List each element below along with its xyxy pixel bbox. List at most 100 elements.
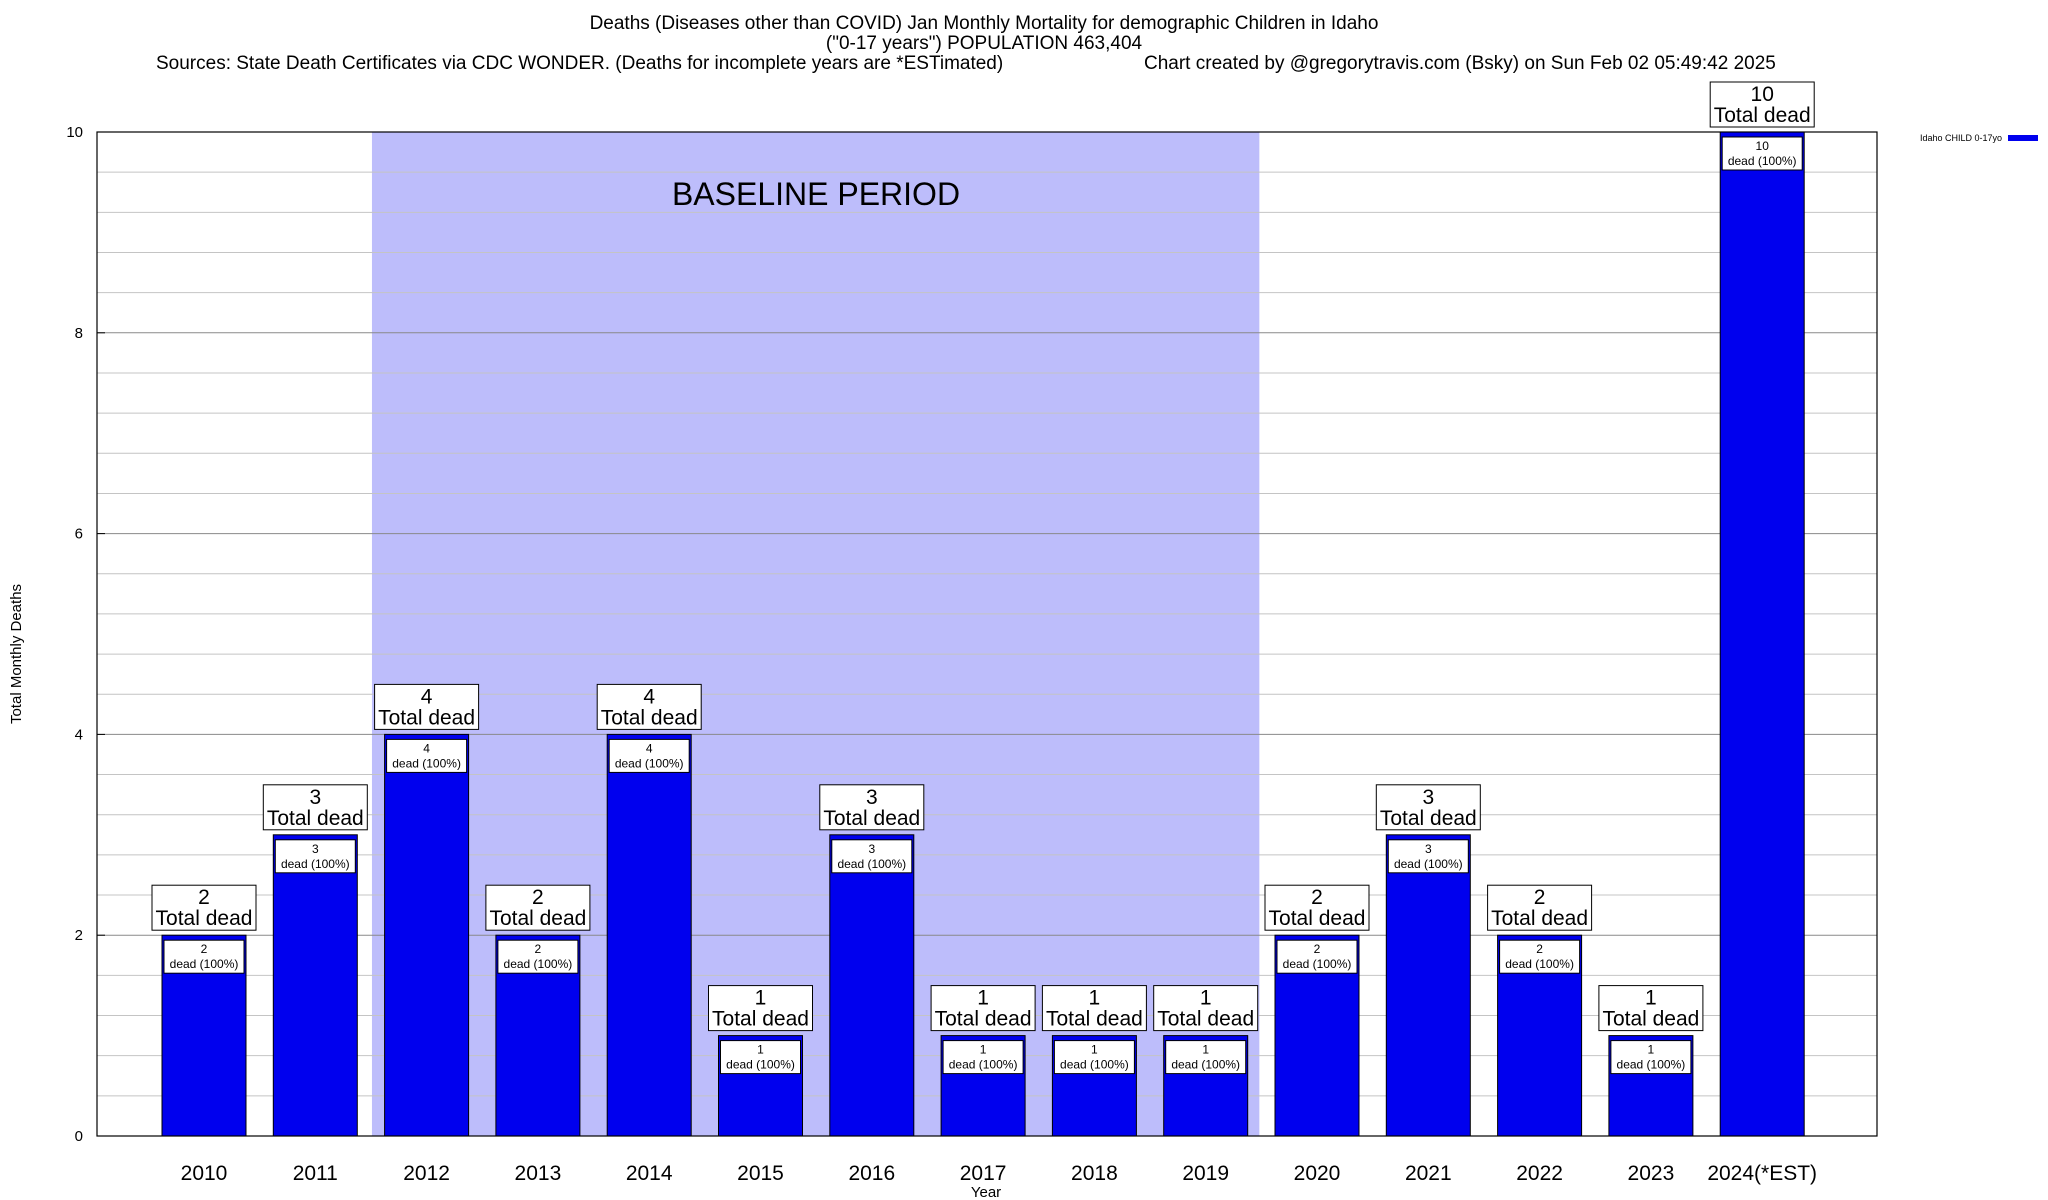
chart-credit: Chart created by @gregorytravis.com (Bsk…	[1144, 53, 1776, 74]
y-tick-label: 4	[75, 726, 83, 743]
bar-inner-value: 3	[868, 842, 875, 856]
bar-inner-value: 3	[1425, 842, 1432, 856]
bar-inner-label-box	[1165, 1040, 1247, 1075]
legend-label: Idaho CHILD 0-17yo	[1920, 133, 2002, 143]
bar-total-text: Total dead	[156, 907, 253, 930]
x-tick-label: 2013	[515, 1162, 562, 1185]
bar-inner-value: 2	[535, 942, 542, 956]
bar-inner-label-box	[720, 1040, 801, 1075]
bar-2016	[829, 834, 915, 1137]
bar-inner-value: 1	[1202, 1043, 1209, 1057]
y-tick-label: 2	[75, 927, 83, 944]
bar-inner-value: 1	[757, 1043, 764, 1057]
y-tick-label: 8	[75, 325, 83, 342]
bar-total-value: 2	[198, 886, 210, 909]
bar-total-label-box	[1264, 884, 1370, 931]
x-tick-label: 2010	[181, 1162, 228, 1185]
bar-total-value: 2	[1534, 886, 1546, 909]
bar-inner-label-box	[1053, 1040, 1135, 1075]
bar-total-label-box	[1153, 985, 1259, 1032]
bar-inner-value: 1	[1091, 1043, 1098, 1057]
bar-2021	[1385, 834, 1471, 1137]
bar-inner-value: 1	[980, 1043, 987, 1057]
chart-title-line2: ("0-17 years") POPULATION 463,404	[825, 33, 1143, 54]
bar-inner-label-box	[831, 839, 913, 874]
bar-inner-value: 3	[312, 842, 319, 856]
bar-2014	[606, 733, 692, 1137]
x-tick-label: 2024(*EST)	[1707, 1162, 1817, 1185]
bar-total-text: Total dead	[1157, 1008, 1254, 1031]
bar-total-value: 4	[421, 685, 433, 708]
bar-inner-label-box	[1387, 839, 1469, 874]
bar-total-value: 3	[1422, 786, 1434, 809]
bar-total-label-box	[1041, 985, 1147, 1032]
bar-inner-label-box	[386, 738, 468, 773]
bar-total-label-box	[819, 784, 925, 831]
bar-inner-label-box	[274, 839, 356, 874]
x-tick-label: 2012	[403, 1162, 450, 1185]
bar-inner-label-box	[497, 939, 579, 974]
bar-2012	[384, 733, 470, 1137]
bar-inner-text: dead (100%)	[615, 756, 684, 770]
bar-inner-value: 2	[201, 942, 208, 956]
bar-total-label-box	[1375, 784, 1481, 831]
bar-total-label-box	[1709, 81, 1815, 128]
bar-inner-label-box	[608, 738, 690, 773]
bar-total-label-box	[151, 884, 257, 931]
bar-total-label-box	[930, 985, 1036, 1032]
y-tick-label: 0	[75, 1128, 83, 1145]
x-tick-label: 2022	[1516, 1162, 1563, 1185]
bar-inner-value: 2	[1536, 942, 1543, 956]
bar-inner-text: dead (100%)	[1728, 154, 1797, 168]
bar-total-value: 1	[755, 987, 767, 1010]
bar-total-value: 1	[977, 987, 989, 1010]
x-tick-label: 2018	[1071, 1162, 1118, 1185]
bar-inner-label-box	[1276, 939, 1358, 974]
bar-total-value: 1	[1200, 987, 1212, 1010]
bar-total-value: 2	[1311, 886, 1323, 909]
bar-total-text: Total dead	[378, 706, 475, 729]
x-tick-label: 2023	[1628, 1162, 1675, 1185]
bar-inner-value: 2	[1314, 942, 1321, 956]
y-axis-title: Total Monthly Deaths	[8, 584, 25, 724]
bar-inner-text: dead (100%)	[726, 1058, 795, 1072]
bar-inner-text: dead (100%)	[1617, 1058, 1686, 1072]
bar-inner-label-box	[1721, 136, 1803, 171]
chart-sources: Sources: State Death Certificates via CD…	[156, 53, 1004, 74]
bar-total-text: Total dead	[489, 907, 586, 930]
bar-inner-label-box	[942, 1040, 1024, 1075]
bar-total-label-box	[1487, 884, 1593, 931]
plot-border	[96, 131, 1878, 1137]
bar-total-label-box	[485, 884, 591, 931]
legend-swatch	[2008, 135, 2038, 141]
bar-inner-text: dead (100%)	[1394, 857, 1463, 871]
x-tick-label: 2014	[626, 1162, 673, 1185]
bar-total-value: 4	[643, 685, 655, 708]
bar-inner-label-box	[1499, 939, 1581, 974]
y-tick-label: 6	[75, 526, 83, 543]
bar-inner-label-box	[1610, 1040, 1692, 1075]
bar-inner-text: dead (100%)	[281, 857, 350, 871]
x-tick-label: 2016	[848, 1162, 895, 1185]
bar-total-value: 3	[866, 786, 878, 809]
bar-total-label-box	[708, 985, 813, 1032]
bar-total-value: 10	[1751, 83, 1774, 106]
bar-inner-text: dead (100%)	[1283, 957, 1352, 971]
bar-inner-text: dead (100%)	[1505, 957, 1574, 971]
x-tick-label: 2011	[293, 1162, 338, 1185]
bar-inner-value: 4	[646, 741, 653, 755]
bar-total-text: Total dead	[601, 706, 698, 729]
bar-total-value: 1	[1089, 987, 1101, 1010]
bar-inner-text: dead (100%)	[392, 756, 461, 770]
bar-inner-text: dead (100%)	[1171, 1058, 1240, 1072]
bar-total-text: Total dead	[1046, 1008, 1143, 1031]
bar-total-text: Total dead	[1269, 907, 1366, 930]
bar-inner-label-box	[163, 939, 245, 974]
x-tick-label: 2015	[737, 1162, 784, 1185]
bar-total-label-box	[1598, 985, 1704, 1032]
bar-2011	[272, 834, 358, 1137]
bar-total-text: Total dead	[823, 807, 920, 830]
bar-inner-text: dead (100%)	[504, 957, 573, 971]
bar-total-text: Total dead	[712, 1008, 809, 1031]
